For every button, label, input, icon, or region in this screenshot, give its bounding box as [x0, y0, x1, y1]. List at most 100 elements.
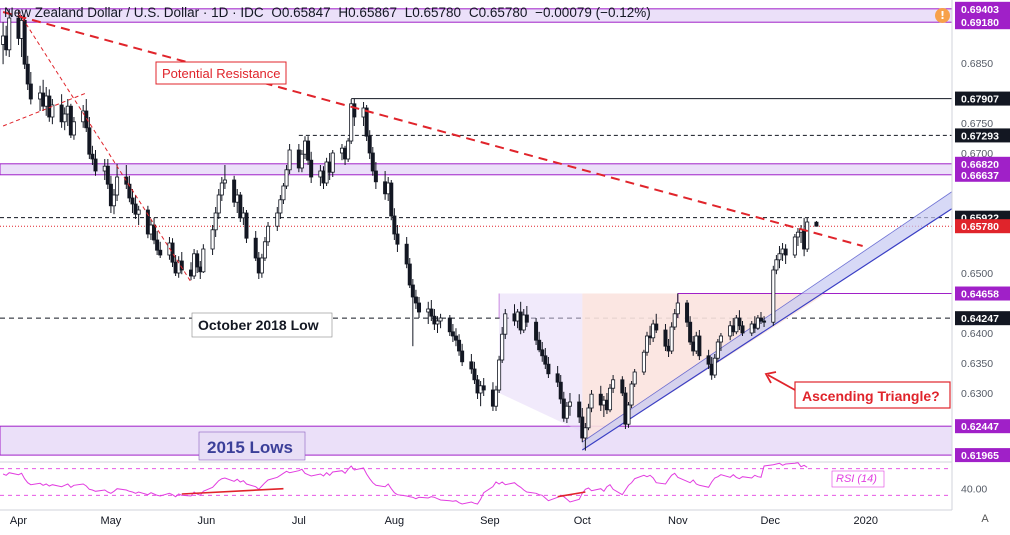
candle-body: [370, 152, 375, 172]
candle-body: [805, 221, 810, 250]
candle-body: [497, 359, 502, 391]
candle-body: [814, 221, 819, 227]
candle-body: [145, 209, 150, 235]
candle-body: [611, 379, 616, 389]
candle-body: [133, 203, 138, 215]
candle-body: [266, 225, 271, 243]
low-value: L0.65780: [404, 5, 462, 20]
close-value: C0.65780: [468, 5, 528, 20]
october-low-label: October 2018 Low: [198, 317, 319, 333]
rsi-label: RSI (14): [836, 473, 877, 485]
x-tick-label: Sep: [480, 515, 500, 527]
x-tick-label: Aug: [385, 515, 405, 527]
candle-body: [395, 233, 400, 245]
candle-body: [644, 335, 649, 353]
candle-body: [84, 110, 89, 129]
levels-layer: [0, 98, 952, 319]
candle-body: [762, 320, 767, 323]
candle-body: [632, 371, 637, 385]
open-value: O0.65847: [271, 5, 331, 20]
y-tick-label: 0.6750: [961, 118, 993, 130]
candle-body: [284, 169, 289, 187]
candle-body: [195, 253, 200, 268]
price-label-badge: [955, 448, 1010, 463]
candle-body: [777, 253, 782, 261]
candle-body: [213, 212, 218, 231]
candle-body: [111, 194, 116, 207]
candle-body: [59, 104, 64, 123]
autoscale-button[interactable]: A: [981, 513, 989, 525]
candle-body: [238, 194, 243, 219]
candle-body: [50, 104, 55, 118]
candle-body: [715, 341, 720, 359]
warning-icon[interactable]: !: [935, 8, 950, 23]
change-value: −0.00079 (−0.12%): [535, 5, 651, 20]
candle-body: [105, 165, 110, 185]
candle-body: [626, 404, 631, 425]
candle-body: [22, 19, 27, 65]
candle-body: [155, 239, 160, 251]
price-label-badge: [955, 91, 1010, 106]
october-low-box: [191, 312, 333, 338]
candle-body: [629, 383, 634, 406]
candle-body: [697, 335, 702, 357]
x-tick-label: Oct: [574, 515, 591, 527]
price-label: 0.69180: [961, 17, 999, 29]
candle-body: [620, 379, 625, 394]
candle-body: [558, 381, 563, 400]
rising-trendline: [581, 208, 953, 451]
candle-body: [349, 103, 354, 142]
candle-body: [136, 209, 141, 215]
trend-line: [2, 92, 87, 127]
candle-body: [481, 385, 486, 391]
x-tick-label: Dec: [760, 515, 780, 527]
candle-body: [309, 159, 314, 178]
candle-body: [503, 313, 508, 335]
candle-body: [758, 317, 763, 322]
candle-body: [654, 323, 659, 331]
price-label: 0.67907: [961, 94, 999, 106]
candle-body: [429, 308, 434, 317]
zones-layer: [0, 8, 953, 456]
candle-body: [28, 83, 33, 100]
candle-body: [281, 185, 286, 201]
candle-body: [453, 335, 458, 341]
candle-body: [158, 249, 163, 256]
high-value: H0.65867: [338, 5, 397, 20]
price-label-badge: [955, 219, 1010, 234]
candle-body: [25, 63, 30, 85]
resistance-label: Potential Resistance: [162, 66, 281, 81]
candle-body: [663, 329, 668, 347]
y-tick-label: 0.6350: [961, 358, 993, 370]
candle-body: [68, 105, 73, 136]
candle-body: [540, 349, 545, 357]
x-tick-label: Jun: [198, 515, 216, 527]
candle-body: [413, 296, 418, 304]
candle-body: [472, 368, 477, 381]
candle-body: [179, 260, 184, 271]
candle-body: [534, 321, 539, 341]
candle-body: [392, 215, 397, 235]
trend-line: [18, 11, 192, 283]
price-label: 0.62447: [961, 421, 999, 433]
candle-body: [688, 321, 693, 343]
candle-body: [130, 197, 135, 205]
candle-body: [608, 387, 613, 411]
x-tick-label: Jul: [292, 515, 306, 527]
candle-body: [669, 326, 674, 352]
price-label-badge: [955, 167, 1010, 182]
candle-body: [737, 317, 742, 327]
price-label: 0.64247: [961, 313, 999, 325]
candle-body: [210, 229, 215, 250]
candle-body: [115, 176, 120, 196]
candle-body: [577, 401, 582, 418]
candle-body: [127, 183, 132, 199]
candle-body: [567, 401, 572, 407]
candle-body: [216, 194, 221, 214]
candle-body: [306, 140, 311, 161]
support-resistance-zone: [0, 425, 953, 456]
candle-body: [259, 257, 264, 274]
